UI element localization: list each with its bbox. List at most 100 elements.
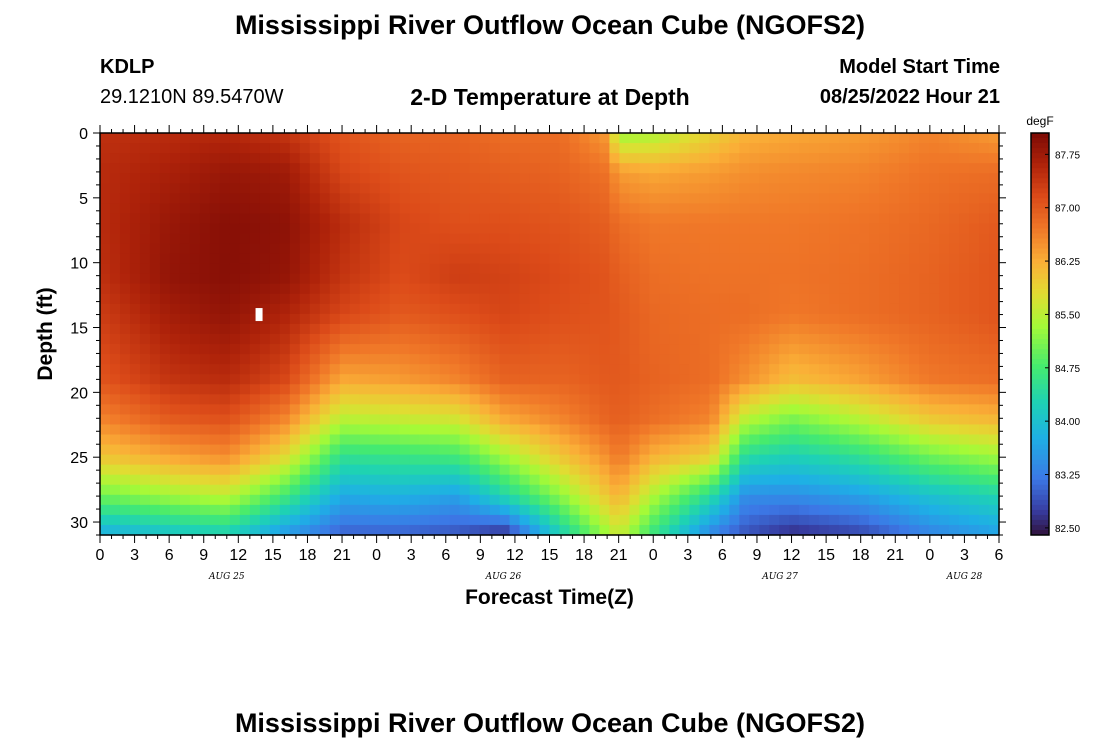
heatmap-cell <box>369 283 381 295</box>
heatmap-cell <box>309 213 321 225</box>
colorbar-segment <box>1031 283 1049 290</box>
heatmap-cell <box>939 444 950 456</box>
heatmap-cell <box>939 404 950 415</box>
heatmap-cell <box>479 203 491 214</box>
heatmap-cell <box>939 263 950 275</box>
heatmap-cell <box>279 303 291 315</box>
heatmap-cell <box>339 313 351 325</box>
heatmap-cell <box>929 434 940 446</box>
heatmap-cell <box>499 424 511 436</box>
heatmap-cell <box>669 213 680 225</box>
heatmap-cell <box>279 424 291 436</box>
heatmap-cell <box>519 364 531 375</box>
heatmap-cell <box>149 213 161 225</box>
heatmap-cell <box>979 504 990 516</box>
heatmap-cell <box>539 243 551 255</box>
heatmap-cell <box>779 424 790 436</box>
heatmap-cell <box>669 364 680 375</box>
heatmap-cell <box>639 394 650 405</box>
heatmap-cell <box>909 504 920 516</box>
heatmap-cell <box>989 313 1000 325</box>
heatmap-cell <box>509 293 521 305</box>
heatmap-cell <box>249 193 261 204</box>
heatmap-cell <box>179 193 191 204</box>
heatmap-cell <box>419 273 431 285</box>
heatmap-cell <box>779 434 790 446</box>
colorbar-segment <box>1031 419 1049 425</box>
heatmap-cell <box>679 384 690 395</box>
heatmap-cell <box>659 163 670 174</box>
heatmap-cell <box>709 474 720 486</box>
heatmap-cell <box>899 203 910 214</box>
heatmap-cell <box>669 394 680 405</box>
heatmap-cell <box>789 243 800 255</box>
heatmap-cell <box>379 323 391 335</box>
heatmap-cell <box>239 424 251 436</box>
heatmap-cell <box>919 143 930 154</box>
heatmap-cell <box>139 133 151 144</box>
heatmap-cell <box>349 263 361 275</box>
heatmap-cell <box>939 334 950 345</box>
heatmap-cell <box>229 514 241 526</box>
heatmap-cell <box>769 163 780 174</box>
heatmap-cell <box>499 133 511 144</box>
heatmap-cell <box>699 203 710 214</box>
heatmap-cell <box>799 153 810 164</box>
heatmap-cell <box>959 444 970 456</box>
heatmap-cell <box>779 474 790 486</box>
heatmap-cell <box>969 133 980 144</box>
heatmap-cell <box>439 434 451 446</box>
heatmap-cell <box>519 223 531 235</box>
heatmap-cell <box>239 263 251 275</box>
heatmap-cell <box>489 133 501 144</box>
heatmap-cell <box>939 524 950 536</box>
heatmap-cell <box>949 273 960 285</box>
heatmap-cell <box>399 213 411 225</box>
heatmap-cell <box>539 454 551 466</box>
heatmap-cell <box>189 203 201 214</box>
heatmap-cell <box>449 404 461 415</box>
heatmap-cell <box>189 313 201 325</box>
heatmap-cell <box>419 303 431 315</box>
heatmap-cell <box>369 183 381 194</box>
heatmap-cell <box>499 494 511 506</box>
heatmap-cell <box>209 474 221 486</box>
heatmap-cell <box>659 143 670 154</box>
heatmap-cell <box>789 183 800 194</box>
heatmap-cell <box>919 263 930 275</box>
heatmap-cell <box>969 434 980 446</box>
heatmap-cell <box>809 414 820 426</box>
heatmap-cell <box>269 163 281 174</box>
heatmap-cell <box>249 143 261 154</box>
heatmap-cell <box>279 394 291 405</box>
heatmap-cell <box>189 173 201 184</box>
heatmap-cell <box>559 203 571 214</box>
heatmap-cell <box>509 253 521 265</box>
heatmap-cell <box>579 364 591 375</box>
heatmap-cell <box>529 434 541 446</box>
heatmap-cell <box>479 223 491 235</box>
heatmap-cell <box>539 163 551 174</box>
heatmap-cell <box>629 334 640 345</box>
heatmap-cell <box>319 524 331 536</box>
heatmap-cell <box>919 464 930 476</box>
heatmap-cell <box>449 263 461 275</box>
heatmap-cell <box>709 253 720 265</box>
heatmap-cell <box>329 404 341 415</box>
heatmap-cell <box>879 384 890 395</box>
heatmap-cell <box>169 213 181 225</box>
heatmap-cell <box>319 283 331 295</box>
heatmap-cell <box>289 253 301 265</box>
heatmap-cell <box>129 484 141 496</box>
heatmap-cell <box>499 484 511 496</box>
colorbar-segment <box>1031 328 1049 335</box>
heatmap-cell <box>859 193 870 204</box>
heatmap-cell <box>209 213 221 225</box>
heatmap-cell <box>709 223 720 235</box>
heatmap-cell <box>949 183 960 194</box>
heatmap-cell <box>929 454 940 466</box>
heatmap-cell <box>679 334 690 345</box>
colorbar-segment <box>1031 484 1049 491</box>
heatmap-cell <box>289 334 301 345</box>
heatmap-cell <box>179 354 191 365</box>
